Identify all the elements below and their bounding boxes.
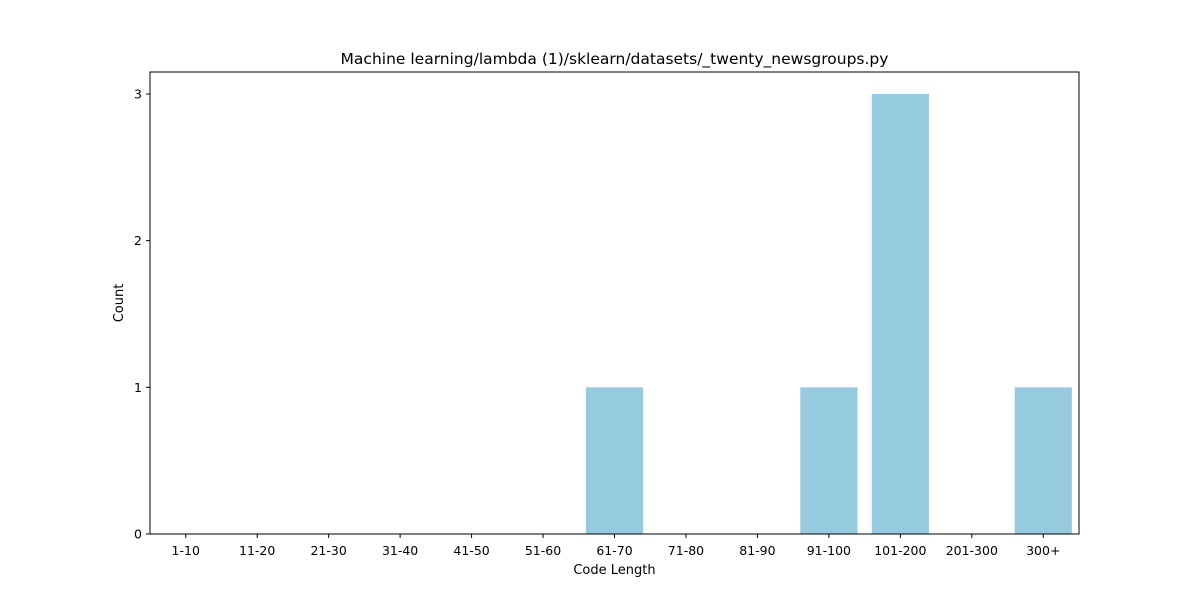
- bar-300+: [1014, 387, 1072, 534]
- x-tick-label: 41-50: [453, 543, 489, 558]
- x-tick-label: 91-100: [807, 543, 851, 558]
- bars-group: [585, 94, 1072, 534]
- y-tick-label: 0: [134, 527, 142, 542]
- plot-frame: [149, 71, 1080, 535]
- y-tick-label: 1: [134, 380, 142, 395]
- y-axis-label: Count: [112, 284, 127, 323]
- x-tick-label: 300+: [1026, 543, 1060, 558]
- x-tick-label: 101-200: [874, 543, 926, 558]
- x-tick-label: 11-20: [239, 543, 275, 558]
- x-tick-label: 61-70: [596, 543, 632, 558]
- x-tick-label: 71-80: [668, 543, 704, 558]
- x-tick-label: 31-40: [382, 543, 418, 558]
- y-axis-ticks: 0 1 2 3: [134, 87, 150, 542]
- x-axis-label: Code Length: [573, 563, 655, 578]
- x-tick-label: 51-60: [525, 543, 561, 558]
- x-tick-label: 81-90: [739, 543, 775, 558]
- bar-61-70: [585, 387, 644, 534]
- x-tick-label: 21-30: [310, 543, 346, 558]
- bar-101-200: [871, 94, 929, 534]
- x-tick-label: 1-10: [172, 543, 200, 558]
- y-tick-label: 2: [134, 233, 142, 248]
- x-axis-ticks: 1-10 11-20 21-30 31-40 41-50 51-60 61-70 71-80 8…: [172, 534, 1060, 558]
- chart-title: Machine learning/lambda (1)/sklearn/data…: [341, 50, 889, 69]
- bar-91-100: [800, 387, 858, 534]
- y-tick-label: 3: [134, 87, 142, 102]
- x-tick-label: 201-300: [946, 543, 998, 558]
